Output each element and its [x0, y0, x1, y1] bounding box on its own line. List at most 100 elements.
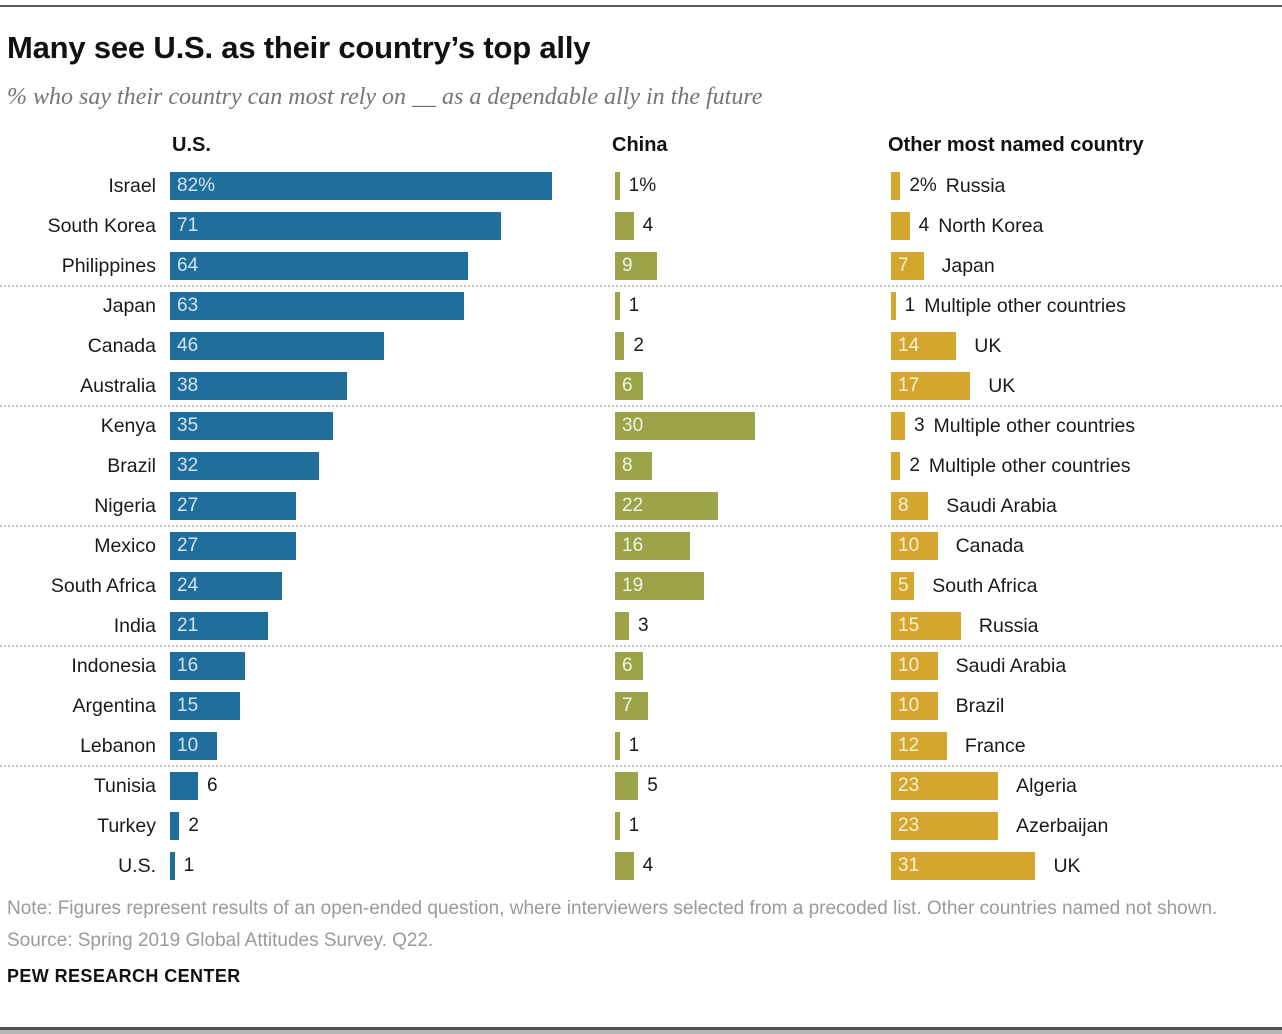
country-label: Nigeria	[94, 495, 156, 517]
other-bar	[891, 412, 905, 440]
other-bar	[891, 212, 910, 240]
us-bar: 27	[170, 492, 296, 520]
bar-value: 1	[183, 855, 195, 876]
chart-row: Argentina 15 7 10 Brazil	[0, 686, 1282, 726]
other-bar: 10	[891, 692, 938, 720]
other-bar: 5	[891, 572, 915, 600]
other-bar: 12	[891, 732, 947, 760]
other-bar-cell: 15 Russia	[891, 612, 1039, 640]
us-bar-cell: 24	[170, 572, 282, 600]
bar-value: 16	[177, 655, 199, 676]
china-bar-cell: 6	[615, 652, 643, 680]
us-bar: 24	[170, 572, 282, 600]
row-group: Kenya 35 30 3 Multiple other countries Brazil…	[0, 405, 1282, 526]
chart-row: Israel 82% 1% 2% Russia	[0, 166, 1282, 206]
us-bar: 27	[170, 532, 296, 560]
country-label: Indonesia	[71, 655, 156, 677]
other-bar-cell: 23 Azerbaijan	[891, 812, 1108, 840]
bar-value: 15	[898, 615, 920, 636]
china-bar: 19	[615, 572, 704, 600]
row-group: Israel 82% 1% 2% Russia South Korea 71 4 4 North …	[0, 166, 1282, 286]
other-country-name: Japan	[941, 254, 995, 277]
bottom-edge	[0, 1030, 1282, 1034]
us-bar-cell: 10	[170, 732, 217, 760]
other-bar	[891, 292, 896, 320]
other-bar-cell: 1 Multiple other countries	[891, 292, 1126, 320]
bar-value: 6	[206, 775, 218, 796]
column-header-other: Other most named country	[888, 134, 1144, 156]
bar-value: 3	[913, 415, 925, 436]
country-label: South Korea	[47, 215, 156, 237]
us-bar-cell: 6	[170, 772, 218, 800]
us-bar-cell: 15	[170, 692, 240, 720]
china-bar: 8	[615, 452, 653, 480]
china-bar-cell: 1	[615, 732, 639, 760]
china-bar-cell: 3	[615, 612, 649, 640]
other-country-name: Multiple other countries	[928, 454, 1131, 477]
chart-row: South Africa 24 19 5 South Africa	[0, 566, 1282, 606]
us-bar	[170, 852, 175, 880]
other-country-name: Saudi Arabia	[946, 494, 1057, 517]
us-bar: 82%	[170, 172, 553, 200]
bar-value: 6	[622, 375, 633, 396]
other-bar: 15	[891, 612, 961, 640]
bar-value: 82%	[177, 175, 216, 196]
us-bar: 10	[170, 732, 217, 760]
chart-row: Tunisia 6 5 23 Algeria	[0, 766, 1282, 806]
other-bar-cell: 10 Saudi Arabia	[891, 652, 1066, 680]
country-label: Brazil	[107, 455, 156, 477]
other-bar-cell: 3 Multiple other countries	[891, 412, 1135, 440]
us-bar: 46	[170, 332, 385, 360]
country-label: U.S.	[118, 855, 156, 877]
us-bar-cell: 35	[170, 412, 334, 440]
bar-value: 2	[633, 335, 644, 356]
us-bar-cell: 27	[170, 532, 296, 560]
other-bar-cell: 7 Japan	[891, 252, 995, 280]
us-bar-cell: 16	[170, 652, 245, 680]
chart-subtitle: % who say their country can most rely on…	[7, 84, 763, 110]
us-bar-cell: 64	[170, 252, 469, 280]
bar-value: 35	[177, 415, 199, 436]
bar-value: 1	[628, 295, 640, 316]
bar-value: 23	[898, 775, 920, 796]
other-bar-cell: 10 Canada	[891, 532, 1024, 560]
bar-value: 2	[188, 815, 199, 836]
bar-value: 2	[909, 455, 920, 476]
chart-row: Lebanon 10 1 12 France	[0, 726, 1282, 766]
other-bar: 23	[891, 812, 999, 840]
other-bar	[891, 452, 901, 480]
bar-value: 10	[177, 735, 199, 756]
other-bar-cell: 14 UK	[891, 332, 1001, 360]
chart-row: Australia 38 6 17 UK	[0, 366, 1282, 406]
other-bar: 23	[891, 772, 999, 800]
source-text: Source: Spring 2019 Global Attitudes Sur…	[7, 930, 434, 951]
us-bar: 32	[170, 452, 320, 480]
bar-value: 10	[898, 655, 920, 676]
other-bar: 8	[891, 492, 929, 520]
bar-value: 31	[898, 855, 920, 876]
bar-value: 7	[622, 695, 633, 716]
other-bar: 31	[891, 852, 1036, 880]
china-bar-cell: 30	[615, 412, 755, 440]
bar-value: 1	[628, 815, 640, 836]
bar-value: 3	[637, 615, 649, 636]
china-bar: 7	[615, 692, 648, 720]
china-bar-cell: 1	[615, 292, 639, 320]
other-bar-cell: 17 UK	[891, 372, 1015, 400]
china-bar-cell: 19	[615, 572, 704, 600]
other-bar-cell: 2% Russia	[891, 172, 1005, 200]
china-bar	[615, 852, 634, 880]
other-bar-cell: 23 Algeria	[891, 772, 1077, 800]
country-label: South Africa	[50, 575, 156, 597]
china-bar-cell: 1%	[615, 172, 656, 200]
country-label: Kenya	[100, 415, 156, 437]
other-bar: 10	[891, 652, 938, 680]
column-header-us: U.S.	[172, 134, 211, 156]
china-bar-cell: 4	[615, 212, 653, 240]
other-bar	[891, 172, 901, 200]
bar-value: 9	[622, 255, 633, 276]
bar-value: 4	[642, 215, 654, 236]
bar-value: 27	[177, 535, 199, 556]
us-bar: 71	[170, 212, 501, 240]
